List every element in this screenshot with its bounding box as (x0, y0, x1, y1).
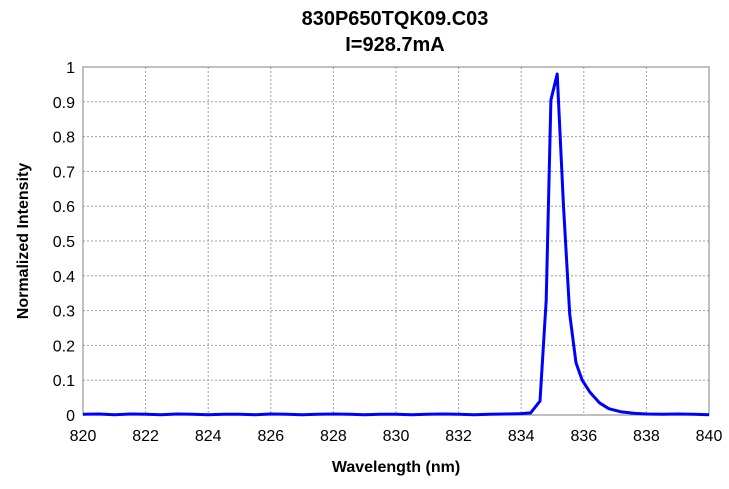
x-tick-label: 832 (445, 428, 472, 445)
x-tick-label: 820 (70, 428, 97, 445)
x-tick-label: 826 (257, 428, 284, 445)
tick-labels: 820 822 824 826 828 830 832 834 836 838 840 0 0.1 0.2… (53, 60, 723, 445)
y-tick-label: 0.6 (53, 199, 75, 216)
chart-subtitle: I=928.7mA (345, 34, 445, 56)
y-axis-title: Normalized Intensity (15, 163, 32, 320)
x-axis-title: Wavelength (nm) (332, 459, 460, 476)
x-tick-label: 824 (195, 428, 222, 445)
x-tick-label: 838 (633, 428, 660, 445)
spectrum-line (82, 72, 710, 417)
y-tick-label: 0.5 (53, 234, 75, 251)
y-tick-label: 0.2 (53, 338, 75, 355)
x-tick-label: 822 (132, 428, 159, 445)
y-tick-label: 0.3 (53, 304, 75, 321)
x-tick-label: 830 (383, 428, 410, 445)
chart-title: 830P650TQK09.C03 (302, 8, 489, 30)
y-tick-label: 1 (66, 60, 75, 77)
y-tick-label: 0.9 (53, 95, 75, 112)
x-tick-label: 828 (320, 428, 347, 445)
y-tick-label: 0.8 (53, 130, 75, 147)
grid (83, 67, 709, 415)
y-tick-label: 0.1 (53, 373, 75, 390)
x-tick-label: 840 (696, 428, 723, 445)
x-tick-label: 834 (508, 428, 535, 445)
y-tick-label: 0.7 (53, 164, 75, 181)
x-tick-label: 836 (570, 428, 597, 445)
y-tick-label: 0.4 (53, 269, 75, 286)
y-tick-label: 0 (66, 408, 75, 425)
series-layer (82, 72, 710, 417)
